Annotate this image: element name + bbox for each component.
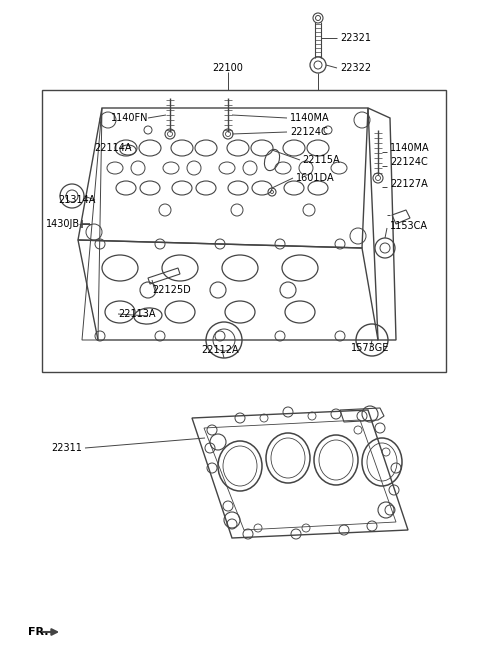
Text: 22321: 22321 xyxy=(340,33,371,43)
Text: FR.: FR. xyxy=(28,627,48,637)
Text: 22100: 22100 xyxy=(213,63,243,73)
Text: 22112A: 22112A xyxy=(201,345,239,355)
Text: 1140MA: 1140MA xyxy=(390,143,430,153)
Text: 22124C: 22124C xyxy=(290,127,328,137)
Text: 1153CA: 1153CA xyxy=(390,221,428,231)
Bar xyxy=(42,90,446,372)
Text: 22114A: 22114A xyxy=(95,143,132,153)
Text: 21314A: 21314A xyxy=(59,195,96,205)
Text: 22115A: 22115A xyxy=(302,155,340,165)
Text: 1140MA: 1140MA xyxy=(290,113,330,123)
Text: 1140FN: 1140FN xyxy=(110,113,148,123)
Text: 22322: 22322 xyxy=(340,63,371,73)
Text: 1430JB: 1430JB xyxy=(46,219,80,229)
Text: 22127A: 22127A xyxy=(390,179,428,189)
Text: 22125D: 22125D xyxy=(152,285,191,295)
Text: 1573GE: 1573GE xyxy=(351,343,389,353)
Text: 22113A: 22113A xyxy=(118,309,156,319)
Text: 1601DA: 1601DA xyxy=(296,173,335,183)
Text: 22124C: 22124C xyxy=(390,157,428,167)
Text: 22311: 22311 xyxy=(51,443,82,453)
